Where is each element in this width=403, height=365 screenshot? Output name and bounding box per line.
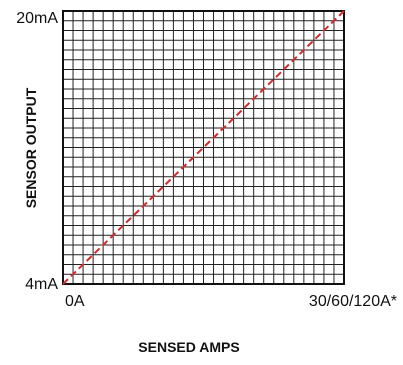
x-axis-title: SENSED AMPS	[138, 339, 239, 355]
x-tick-label-min: 0A	[65, 293, 85, 310]
y-tick-label-max: 20mA	[16, 10, 58, 27]
plot-frame	[62, 10, 345, 285]
y-tick-label-min: 4mA	[25, 276, 58, 293]
grid-lines	[63, 11, 344, 284]
y-axis-title: SENSOR OUTPUT	[23, 87, 39, 208]
x-tick-label-max: 30/60/120A*	[309, 293, 397, 310]
